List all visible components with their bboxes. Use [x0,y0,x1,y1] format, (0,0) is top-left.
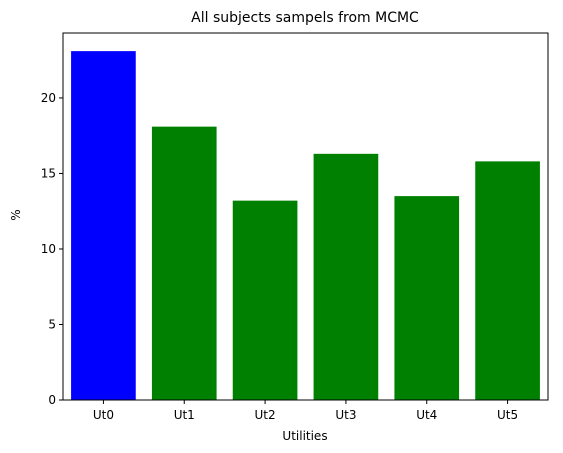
y-tick-label: 15 [41,166,56,180]
x-tick-label: Ut1 [174,408,195,422]
chart-title: All subjects sampels from MCMC [191,10,419,26]
x-tick-label: Ut5 [497,408,518,422]
x-tick-label: Ut0 [93,408,114,422]
bar-ut3 [313,153,379,400]
x-axis-label: Utilities [282,429,327,443]
y-axis-label: % [9,209,23,220]
plot-frame [62,32,549,401]
bars-group [71,51,540,401]
bar-ut4 [394,196,460,400]
bar-ut2 [232,200,298,400]
x-tick-label: Ut2 [255,408,276,422]
y-tick-label: 20 [41,91,56,105]
y-tick-label: 0 [48,393,56,407]
y-axis: 0 5 10 15 20 [41,91,63,407]
y-tick-label: 10 [41,242,56,256]
x-tick-label: Ut3 [335,408,356,422]
bar-ut0 [71,51,136,401]
y-tick-label: 5 [48,317,56,331]
bar-ut1 [151,126,217,400]
x-tick-label: Ut4 [416,408,437,422]
x-axis: Ut0 Ut1 Ut2 Ut3 Ut4 Ut5 [93,400,518,422]
bar-ut5 [475,161,540,400]
